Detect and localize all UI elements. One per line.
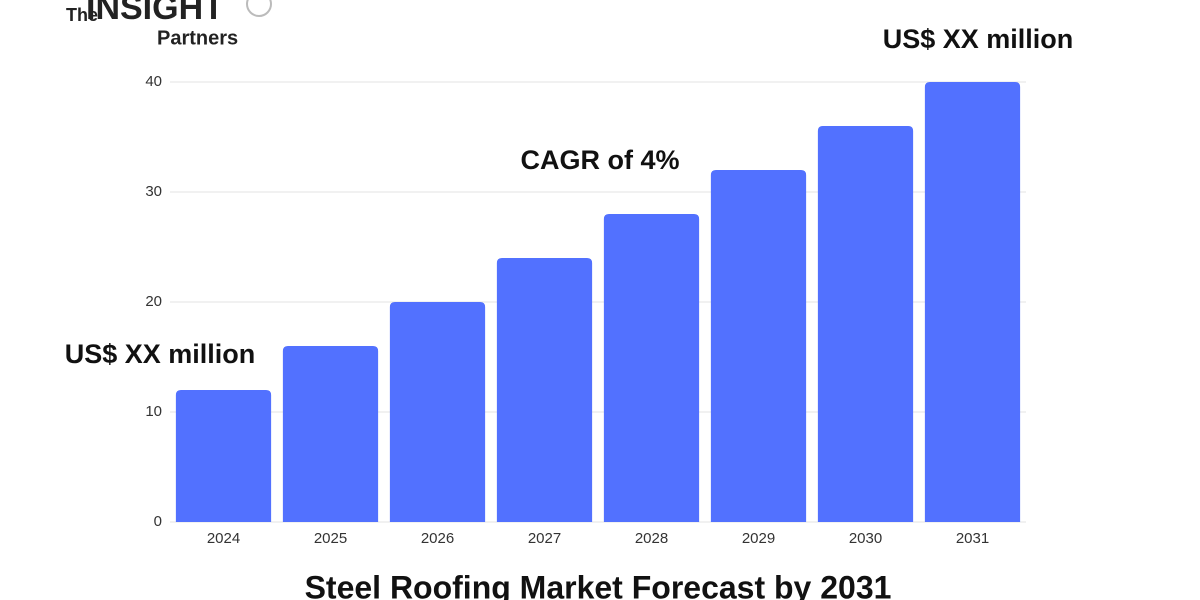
y-tick-label: 10 — [145, 403, 162, 420]
logo: The INSIGHT Partners — [66, 0, 272, 49]
logo-main: INSIGHT — [86, 0, 224, 27]
y-tick-label: 30 — [145, 183, 162, 200]
annotation: US$ XX million — [883, 24, 1074, 54]
bar — [389, 302, 486, 522]
annotation: US$ XX million — [65, 339, 256, 369]
x-tick-label: 2024 — [207, 530, 240, 547]
x-tick-label: 2030 — [849, 530, 882, 547]
y-tick-label: 0 — [154, 513, 162, 530]
x-tick-label: 2026 — [421, 530, 454, 547]
bar — [282, 346, 379, 522]
bar — [175, 390, 272, 522]
x-tick-label: 2029 — [742, 530, 775, 547]
x-tick-label: 2025 — [314, 530, 347, 547]
logo-icon — [246, 0, 272, 17]
bar — [817, 126, 914, 522]
bar — [924, 82, 1021, 522]
annotation: CAGR of 4% — [520, 145, 679, 175]
logo-top: The — [66, 5, 98, 25]
bar — [603, 214, 700, 522]
x-tick-label: 2028 — [635, 530, 668, 547]
x-tick-label: 2027 — [528, 530, 561, 547]
bar — [710, 170, 807, 522]
y-tick-label: 40 — [145, 73, 162, 90]
y-tick-label: 20 — [145, 293, 162, 310]
x-tick-label: 2031 — [956, 530, 989, 547]
chart-title: Steel Roofing Market Forecast by 2031 — [305, 569, 892, 600]
bar — [496, 258, 593, 522]
logo-sub: Partners — [157, 27, 238, 49]
